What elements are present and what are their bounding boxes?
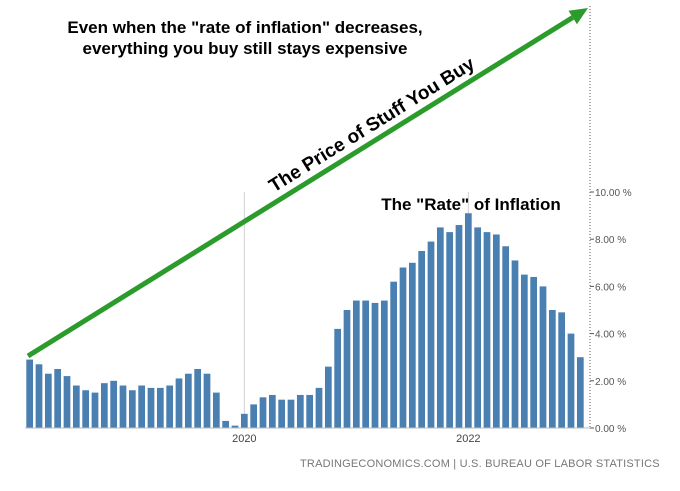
bar [539, 286, 547, 428]
bar [63, 376, 71, 428]
bar [315, 387, 323, 428]
bar [408, 262, 416, 428]
bar [446, 232, 454, 428]
bar [250, 404, 258, 428]
bar [296, 394, 304, 428]
bar [455, 225, 463, 428]
bar [352, 300, 360, 428]
bar [175, 378, 183, 428]
bar [156, 387, 164, 428]
bar [26, 359, 34, 428]
bar [306, 394, 314, 428]
bar [240, 413, 248, 428]
bar [231, 425, 239, 428]
headline-line-2: everything you buy still stays expensive [82, 39, 408, 58]
bar [324, 366, 332, 428]
bar [362, 300, 370, 428]
bar [72, 385, 80, 428]
bar [399, 267, 407, 428]
bar [222, 420, 230, 428]
bar [128, 390, 136, 428]
y-axis: 0.00 % 2.00 % 4.00 % 6.00 % 8.00 % 10.00 % [25, 6, 632, 435]
bar [82, 390, 90, 428]
bar [390, 281, 398, 428]
bar [567, 333, 575, 428]
bar [483, 232, 491, 428]
bar [380, 300, 388, 428]
bar [474, 227, 482, 428]
bar [418, 251, 426, 428]
bar [492, 234, 500, 428]
source-credit: TRADINGECONOMICS.COM | U.S. BUREAU OF LA… [300, 458, 660, 470]
bar [259, 397, 267, 428]
y-tick-label: 2.00 % [595, 377, 626, 388]
bar [268, 394, 276, 428]
bar [502, 246, 510, 428]
y-tick-label: 10.00 % [595, 188, 632, 199]
bar [576, 357, 584, 428]
bar [35, 364, 43, 428]
bar [520, 274, 528, 428]
y-tick-label: 4.00 % [595, 330, 626, 341]
bar [371, 302, 379, 428]
y-tick-label: 8.00 % [595, 235, 626, 246]
bar [194, 369, 202, 428]
y-tick-label: 6.00 % [595, 282, 626, 293]
y-tick-label: 0.00 % [595, 424, 626, 435]
price-arrow-label: The Price of Stuff You Buy [266, 53, 479, 197]
bar [464, 213, 472, 428]
bar [343, 310, 351, 428]
bar [548, 310, 556, 428]
bar [334, 328, 342, 428]
bar [119, 385, 127, 428]
price-arrow-shaft [26, 15, 575, 359]
bar [287, 399, 295, 428]
x-axis-ticks: 2020 2022 [232, 433, 480, 445]
price-arrow-head [568, 8, 588, 25]
x-tick-label: 2022 [456, 433, 480, 445]
x-tick-label: 2020 [232, 433, 256, 445]
chart-title: The "Rate" of Inflation [381, 195, 561, 214]
bar [530, 276, 538, 428]
bar [278, 399, 286, 428]
bar [436, 227, 444, 428]
bar [511, 260, 519, 428]
bar [166, 385, 174, 428]
bar [184, 373, 192, 428]
bar [147, 387, 155, 428]
bar [100, 383, 108, 428]
bar [138, 385, 146, 428]
bar [91, 392, 99, 428]
bar [203, 373, 211, 428]
bar [427, 241, 435, 428]
headline-line-1: Even when the "rate of inflation" decrea… [67, 18, 423, 37]
headline: Even when the "rate of inflation" decrea… [20, 17, 470, 59]
bar [212, 392, 220, 428]
bar [558, 312, 566, 428]
bars [26, 213, 584, 428]
bar [44, 373, 52, 428]
bar [110, 380, 118, 428]
bar [54, 369, 62, 428]
